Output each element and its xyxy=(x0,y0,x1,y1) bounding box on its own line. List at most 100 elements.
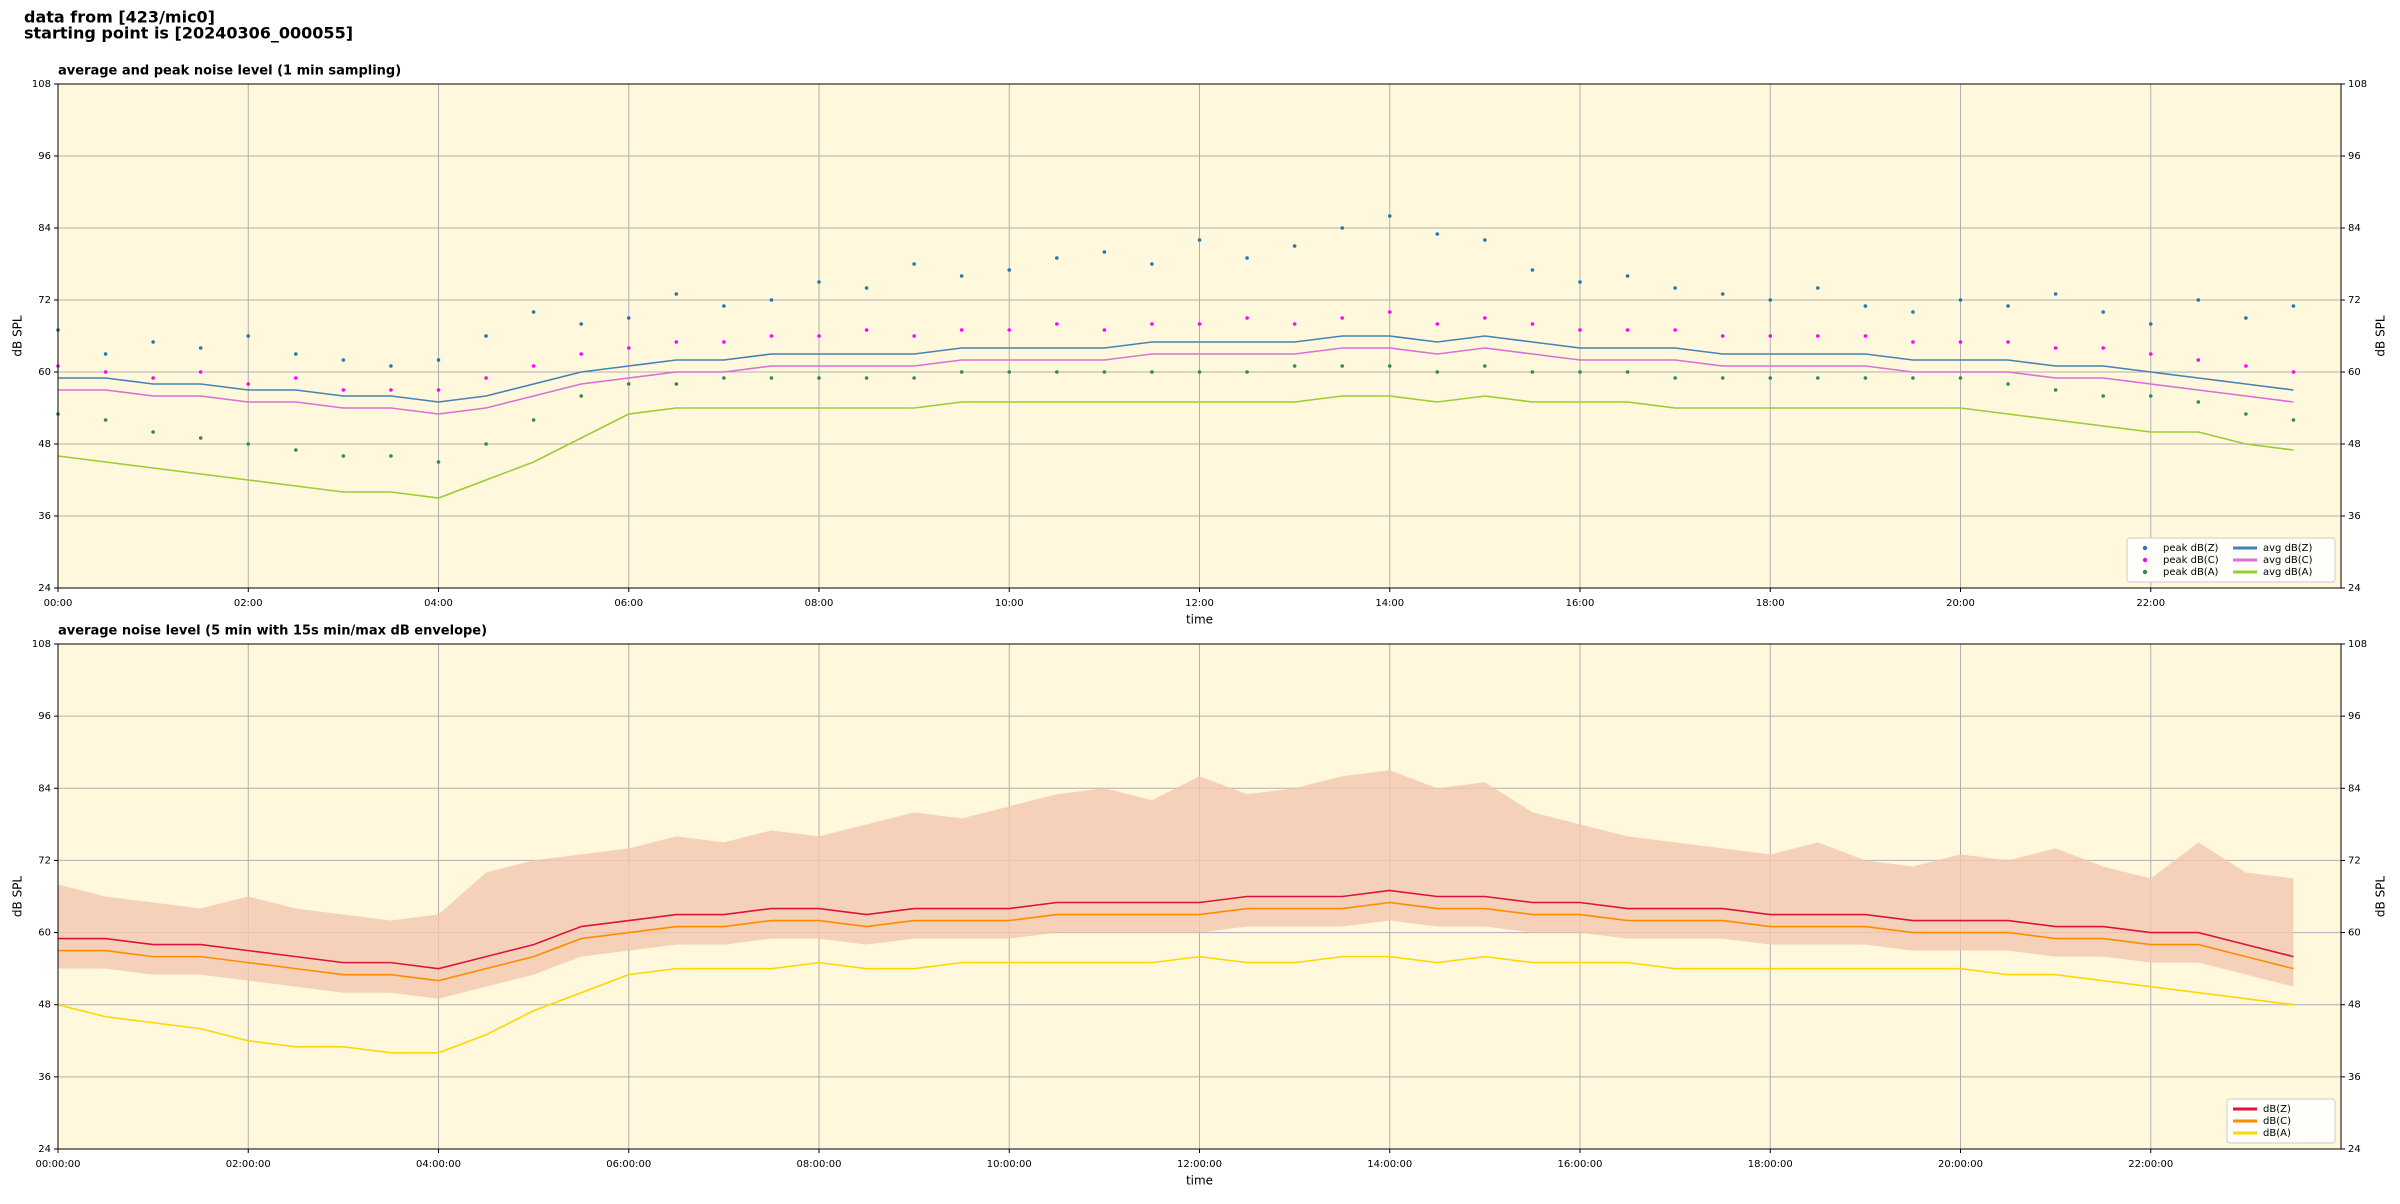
series-line xyxy=(58,889,2294,970)
peak-point xyxy=(2053,346,2058,350)
peak-point xyxy=(1387,310,1392,314)
peak-point xyxy=(436,358,441,362)
x-tick-label: 10:00:00 xyxy=(987,1159,1032,1170)
peak-point xyxy=(1340,364,1344,368)
peak-point xyxy=(1245,370,1249,374)
peak-point xyxy=(1768,298,1773,302)
series-line xyxy=(57,395,2294,499)
peak-point xyxy=(1150,370,1154,374)
peak-point xyxy=(1673,286,1677,290)
series-line xyxy=(57,955,2294,1054)
series-line xyxy=(58,901,2294,982)
peak-point xyxy=(484,376,488,380)
peak-point xyxy=(198,346,203,350)
peak-point xyxy=(246,334,251,338)
peak-point xyxy=(1340,316,1344,320)
peak-point xyxy=(1150,262,1154,266)
legend-marker xyxy=(2142,545,2148,551)
peak-point xyxy=(2291,370,2296,374)
peak-point xyxy=(674,382,679,386)
peak-point xyxy=(341,388,346,392)
y-tick-label: 48 xyxy=(2348,1000,2361,1011)
y-tick-label: 96 xyxy=(38,151,51,162)
y-tick-label: 48 xyxy=(38,439,51,450)
peak-point xyxy=(1483,238,1487,242)
peak-point xyxy=(1055,370,1059,374)
legend-label: peak dB(C) xyxy=(2163,555,2219,566)
peak-point xyxy=(864,376,869,380)
peak-point xyxy=(579,352,583,356)
y-tick-label: 84 xyxy=(2348,223,2361,234)
peak-point xyxy=(1720,376,1725,380)
peak-point xyxy=(1007,370,1012,374)
peak-point xyxy=(1720,292,1725,296)
x-tick-label: 18:00 xyxy=(1756,598,1785,609)
x-tick-label: 20:00 xyxy=(1946,598,1975,609)
peak-point xyxy=(2006,340,2010,344)
peak-point xyxy=(1911,376,1915,380)
y-tick-label: 24 xyxy=(38,583,51,594)
peak-point xyxy=(341,358,346,362)
y-tick-label: 108 xyxy=(32,79,51,90)
peak-point xyxy=(1578,328,1582,332)
y-tick-label: 72 xyxy=(38,295,51,306)
y-tick-label: 108 xyxy=(2348,639,2367,650)
peak-point xyxy=(1435,322,1440,326)
peak-point xyxy=(959,274,964,278)
peak-point xyxy=(579,394,583,398)
peak-point xyxy=(2053,292,2058,296)
peak-point xyxy=(1102,370,1107,374)
x-tick-label: 06:00:00 xyxy=(606,1159,651,1170)
x-tick-label: 10:00 xyxy=(995,598,1024,609)
peak-point xyxy=(1197,238,1202,242)
legend-label: peak dB(A) xyxy=(2163,567,2219,578)
peak-point xyxy=(1578,280,1582,284)
peak-point xyxy=(1197,322,1202,326)
x-tick-label: 08:00 xyxy=(805,598,834,609)
legend-label: avg dB(C) xyxy=(2263,555,2313,566)
peak-point xyxy=(2101,394,2105,398)
envelope-area xyxy=(58,770,2294,999)
x-tick-label: 12:00:00 xyxy=(1177,1159,1222,1170)
peak-point xyxy=(1007,328,1012,332)
peak-point xyxy=(1768,376,1773,380)
peak-point xyxy=(959,328,964,332)
y-axis-label: dB SPL xyxy=(2374,876,2388,918)
x-tick-label: 20:00:00 xyxy=(1938,1159,1983,1170)
x-tick-label: 04:00:00 xyxy=(416,1159,461,1170)
peak-point xyxy=(2101,346,2105,350)
legend-label: dB(C) xyxy=(2263,1116,2291,1127)
peak-point xyxy=(436,460,441,464)
peak-point xyxy=(1530,322,1535,326)
legend-label: avg dB(Z) xyxy=(2263,543,2313,554)
y-tick-label: 24 xyxy=(2348,583,2361,594)
peak-point xyxy=(959,370,964,374)
peak-point xyxy=(1483,316,1487,320)
peak-point xyxy=(1816,286,1820,290)
y-tick-label: 36 xyxy=(38,511,51,522)
y-axis-label: dB SPL xyxy=(11,315,25,357)
peak-point xyxy=(1530,268,1535,272)
y-tick-label: 72 xyxy=(2348,295,2361,306)
y-tick-label: 96 xyxy=(2348,151,2361,162)
peak-point xyxy=(103,418,108,422)
peak-point xyxy=(674,340,679,344)
peak-point xyxy=(1863,376,1868,380)
peak-point xyxy=(1911,310,1915,314)
legend-label: peak dB(Z) xyxy=(2163,543,2219,554)
peak-point xyxy=(1435,370,1440,374)
y-tick-label: 96 xyxy=(2348,711,2361,722)
peak-point xyxy=(484,442,488,446)
peak-point xyxy=(341,454,346,458)
legend-label: avg dB(A) xyxy=(2263,567,2313,578)
y-tick-label: 108 xyxy=(2348,79,2367,90)
peak-point xyxy=(1055,256,1059,260)
peak-point xyxy=(294,352,298,356)
plot-frame xyxy=(57,643,2342,1150)
peak-point xyxy=(1625,274,1630,278)
peak-point xyxy=(817,376,821,380)
peak-point xyxy=(1911,340,1915,344)
peak-point xyxy=(1150,322,1154,326)
peak-point xyxy=(864,286,869,290)
